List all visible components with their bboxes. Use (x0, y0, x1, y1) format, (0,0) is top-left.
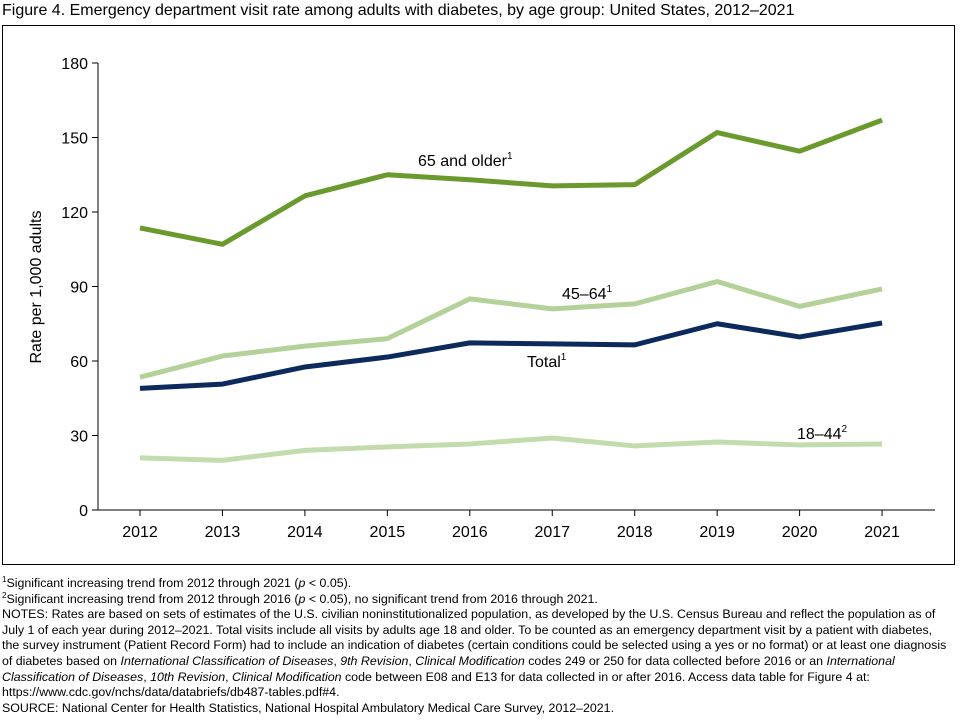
footnote-text: Significant increasing trend from 2012 t… (6, 591, 299, 606)
footnote-text: codes 249 or 250 for data collected befo… (524, 653, 827, 668)
footnote-text: , (408, 653, 416, 668)
footnote-text: , (225, 669, 233, 684)
footnote-text: 1 (2, 575, 7, 584)
x-tick-label: 2017 (534, 524, 570, 541)
x-tick-label: 2014 (287, 524, 323, 541)
footnote-3: SOURCE: National Center for Health Stati… (2, 701, 952, 717)
footnote-text: International Classification of Diseases (120, 653, 334, 668)
footnote-text: International Classification of Diseases (2, 653, 895, 684)
footnote-2: NOTES: Rates are based on sets of estima… (2, 607, 952, 701)
x-tick-label: 2020 (782, 524, 818, 541)
footnote-0: 1Significant increasing trend from 2012 … (2, 576, 952, 592)
footnote-text: , (333, 653, 341, 668)
y-tick-label: 150 (61, 131, 88, 148)
y-tick-label: 120 (61, 205, 88, 222)
footnote-text: 9th Revision (340, 653, 409, 668)
y-axis-label: Rate per 1,000 adults (28, 211, 45, 364)
x-tick-label: 2015 (370, 524, 406, 541)
footnote-text: < 0.05), no significant trend from 2016 … (305, 591, 598, 606)
series-line-0 (139, 117, 883, 247)
footnote-text: 10th Revision (150, 669, 226, 684)
series-label-0: 65 and older1 (418, 151, 513, 170)
x-tick-label: 2021 (864, 524, 900, 541)
footnote-text: NOTES: Rates are based on sets of estima… (2, 607, 947, 668)
y-tick-label: 60 (70, 354, 88, 371)
series-label-2: Total1 (527, 352, 567, 371)
footnote-1: 2Significant increasing trend from 2012 … (2, 590, 952, 608)
footnote-text: Clinical Modification (415, 653, 525, 668)
footnote-text: , (143, 669, 151, 684)
y-tick-label: 30 (70, 429, 88, 446)
x-tick-label: 2019 (699, 524, 735, 541)
y-tick-label: 180 (61, 56, 88, 73)
series-label-1: 45–641 (562, 284, 613, 303)
x-tick-label: 2018 (617, 524, 653, 541)
series-label-3: 18–442 (797, 424, 848, 443)
footnote-text: 2 (2, 590, 7, 600)
x-tick-label: 2013 (205, 524, 241, 541)
chart-frame (2, 25, 955, 565)
y-tick-label: 0 (79, 503, 88, 520)
y-tick-label: 90 (70, 280, 88, 297)
footnotes: 1Significant increasing trend from 2012 … (2, 576, 952, 716)
footnote-text: p (298, 591, 306, 606)
footnote-text: Clinical Modification (232, 669, 342, 684)
footnote-text: SOURCE: National Center for Health Stati… (2, 700, 615, 715)
footnote-text: code between E08 and E13 for data collec… (2, 669, 870, 700)
footnote-text: Significant increasing trend from 2012 t… (6, 576, 299, 590)
series-line-2 (139, 320, 883, 391)
series-line-1 (139, 279, 883, 380)
footnote-text: < 0.05). (305, 576, 352, 590)
series-line-3 (139, 435, 883, 463)
footnote-text: p (298, 576, 306, 590)
x-tick-label: 2012 (122, 524, 158, 541)
chart-title: Figure 4. Emergency department visit rat… (2, 2, 795, 19)
x-tick-label: 2016 (452, 524, 488, 541)
